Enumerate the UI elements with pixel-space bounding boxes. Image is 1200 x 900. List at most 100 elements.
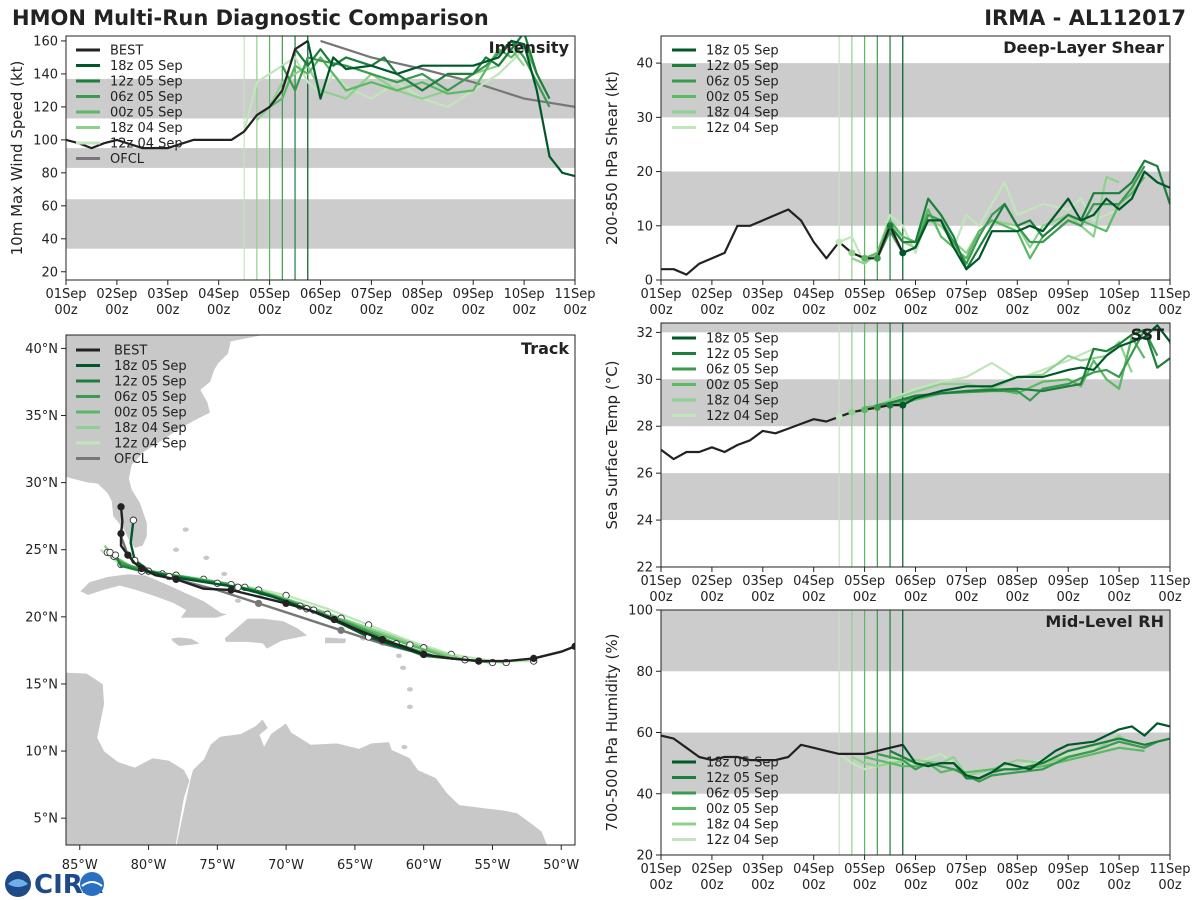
intensity-legend-label-18z-04-Sep: 18z 04 Sep <box>110 121 183 136</box>
rh-legend-label-18z-04-Sep: 18z 04 Sep <box>706 818 779 833</box>
track-marker-BEST-4 <box>475 657 483 665</box>
track-lat-label-2: 15°N <box>25 677 58 692</box>
intensity-series-group <box>66 36 575 178</box>
track-marker-OFCL-2 <box>337 626 345 634</box>
logo-emblem-icon <box>80 872 104 896</box>
sst-xtick-hour-2: 00z <box>751 590 775 605</box>
shear-ytick-label-10: 10 <box>636 219 653 234</box>
intensity-xtick-day-5: 06Sep <box>300 287 341 302</box>
rh-xtick-hour-10: 00z <box>1158 878 1182 893</box>
shear-ytick-label-20: 20 <box>636 165 653 180</box>
intensity-legend-label-BEST: BEST <box>110 44 143 59</box>
sst-xtick-day-4: 05Sep <box>844 574 885 589</box>
sst-ytick-label-30: 30 <box>636 373 653 388</box>
rh-ylabel: 700-500 hPa Humidity (%) <box>603 633 621 831</box>
track-island-7 <box>400 665 407 671</box>
shear-xtick-hour-9: 00z <box>1107 303 1131 318</box>
rh-ytick-label-60: 60 <box>636 726 653 741</box>
logo-wave-icon <box>81 881 103 887</box>
track-legend-label-18z-05-Sep: 18z 05 Sep <box>114 359 187 374</box>
rh-legend-label-00z-05-Sep: 00z 05 Sep <box>706 802 779 817</box>
sst-xtick-hour-1: 00z <box>700 590 724 605</box>
intensity-band-0 <box>66 199 575 249</box>
shear-title: Deep-Layer Shear <box>1003 38 1164 57</box>
rh-panel: 2040608010001Sep00z02Sep00z03Sep00z04Sep… <box>603 604 1191 894</box>
rh-legend-label-12z-04-Sep: 12z 04 Sep <box>706 833 779 848</box>
track-lon-label-4: 65°W <box>337 858 373 873</box>
shear-xtick-hour-4: 00z <box>853 303 877 318</box>
sst-xtick-hour-5: 00z <box>904 590 928 605</box>
sst-legend-label-18z-05-Sep: 18z 05 Sep <box>706 332 779 347</box>
track-marker-BEST-14 <box>227 586 235 594</box>
rh-xtick-day-6: 07Sep <box>946 862 987 877</box>
shear-xtick-day-0: 01Sep <box>640 287 681 302</box>
sst-legend-label-00z-05-Sep: 00z 05 Sep <box>706 378 779 393</box>
rh-xtick-hour-0: 00z <box>649 878 673 893</box>
shear-xtick-hour-0: 00z <box>649 303 673 318</box>
intensity-series-BEST <box>66 39 309 150</box>
track-lat-label-5: 30°N <box>25 476 58 491</box>
intensity-legend-label-OFCL: OFCL <box>110 152 145 167</box>
shear-xtick-day-1: 02Sep <box>691 287 732 302</box>
rh-xtick-hour-6: 00z <box>955 878 979 893</box>
track-frame <box>65 334 576 846</box>
shear-xtick-day-4: 05Sep <box>844 287 885 302</box>
intensity-xtick-day-4: 05Sep <box>249 287 290 302</box>
rh-xtick-day-7: 08Sep <box>997 862 1038 877</box>
shear-series-group <box>661 159 1170 276</box>
shear-xtick-hour-8: 00z <box>1057 303 1081 318</box>
sst-xtick-hour-10: 00z <box>1158 590 1182 605</box>
intensity-xtick-hour-4: 00z <box>258 303 282 318</box>
rh-xtick-day-5: 06Sep <box>895 862 936 877</box>
shear-ytick-label-40: 40 <box>636 57 653 72</box>
intensity-xtick-day-1: 02Sep <box>96 287 137 302</box>
rh-xtick-hour-5: 00z <box>904 878 928 893</box>
track-marker-12z-05-Sep-10 <box>111 551 120 559</box>
track-lat-label-1: 10°N <box>25 745 58 760</box>
intensity-xtick-hour-9: 00z <box>512 303 536 318</box>
sst-series-12z-05-Sep <box>889 328 1170 404</box>
sst-panel: 22242628303201Sep00z02Sep00z03Sep00z04Se… <box>603 322 1191 605</box>
rh-xtick-day-3: 04Sep <box>793 862 834 877</box>
sst-xtick-day-6: 07Sep <box>946 574 987 589</box>
sst-init-dot-12z-04-Sep <box>835 413 843 421</box>
sst-xtick-hour-8: 00z <box>1057 590 1081 605</box>
track-marker-18z-05-Sep-12 <box>129 516 138 524</box>
track-marker-BEST-16 <box>172 575 180 583</box>
track-lat-label-3: 20°N <box>25 610 58 625</box>
sst-band-2 <box>661 323 1170 333</box>
intensity-ytick-label-140: 140 <box>33 67 58 82</box>
shear-xtick-day-6: 07Sep <box>946 287 987 302</box>
sst-ylabel: Sea Surface Temp (°C) <box>603 360 621 529</box>
intensity-xtick-day-3: 04Sep <box>198 287 239 302</box>
rh-series-18z-05-Sep <box>901 722 1170 780</box>
sst-xtick-day-7: 08Sep <box>997 574 1038 589</box>
rh-series-BEST <box>661 734 904 762</box>
track-marker-BEST-6 <box>420 650 428 659</box>
sst-xtick-hour-9: 00z <box>1107 590 1131 605</box>
intensity-legend-label-18z-05-Sep: 18z 05 Sep <box>110 59 183 74</box>
intensity-legend-label-12z-05-Sep: 12z 05 Sep <box>110 75 183 90</box>
shear-xtick-hour-5: 00z <box>904 303 928 318</box>
rh-xtick-hour-8: 00z <box>1057 878 1081 893</box>
rh-ytick-label-80: 80 <box>636 665 653 680</box>
sst-band-1 <box>661 379 1170 427</box>
undefined <box>223 617 310 650</box>
storm-id: IRMA - AL112017 <box>984 6 1186 30</box>
sst-xtick-day-3: 04Sep <box>793 574 834 589</box>
rh-xtick-day-8: 09Sep <box>1048 862 1089 877</box>
intensity-xtick-day-10: 11Sep <box>554 287 595 302</box>
track-marker-BEST-22 <box>117 529 125 538</box>
shear-xtick-day-8: 09Sep <box>1048 287 1089 302</box>
shear-legend-label-00z-05-Sep: 00z 05 Sep <box>706 90 779 105</box>
shear-series-18z-05-Sep <box>902 170 1170 271</box>
intensity-xtick-hour-1: 00z <box>105 303 129 318</box>
rh-xtick-day-2: 03Sep <box>742 862 783 877</box>
rh-xtick-hour-4: 00z <box>853 878 877 893</box>
shear-xtick-hour-3: 00z <box>802 303 826 318</box>
track-island-1 <box>182 527 189 532</box>
sst-init-dot-18z-05-Sep <box>899 401 907 409</box>
track-marker-BEST-10 <box>330 615 338 624</box>
intensity-title: Intensity <box>489 38 570 57</box>
